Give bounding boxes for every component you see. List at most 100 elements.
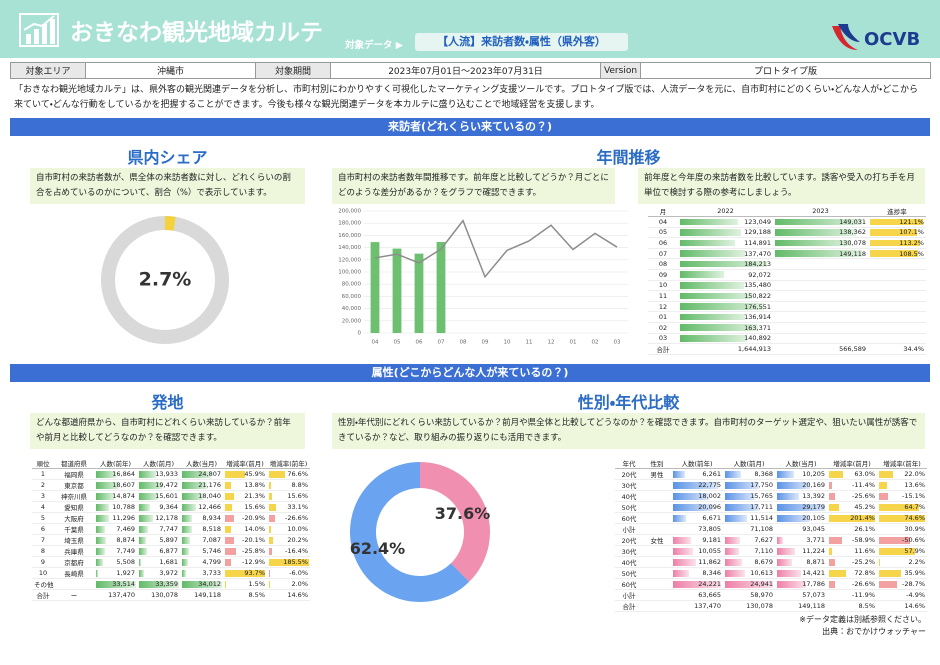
cell-text: 07 (658, 249, 668, 258)
table-cell: 合計 (615, 600, 643, 612)
cell-bar (879, 536, 911, 544)
cell-text: 22.0% (904, 470, 925, 478)
table-cell: 19,472 (137, 479, 180, 491)
cell-text: 08 (658, 260, 668, 269)
cell-text: 8 (40, 547, 46, 555)
table-row: 04 123,049 149,031 121.1% (648, 216, 926, 228)
origin-table: 順位 都道府県 人数(前年) 人数(前月) 人数(当月) 増減率(前月) 増減率(前年) 1 福… (32, 458, 310, 601)
cell-text: 130,078 (746, 602, 773, 610)
table-cell: 176,551 (678, 301, 773, 313)
y-tick-label: 100,000 (338, 270, 361, 276)
cell-text: -25.2% (852, 558, 875, 566)
cell-bar (777, 580, 807, 588)
cell-text: 76.6% (287, 470, 308, 478)
cell-bar (680, 239, 735, 247)
cell-bar (775, 229, 857, 236)
cell-text: 13.8% (244, 481, 265, 489)
cell-bar (777, 481, 811, 489)
cell-bar (225, 569, 266, 577)
cell-bar (725, 547, 739, 555)
table-row: 20代 男性 6,261 8,368 10,205 63.0% 22.0% (615, 468, 927, 480)
cell-text: 1,644,913 (737, 345, 771, 354)
cell-text: 合計 (656, 346, 670, 355)
cell-text: 小計 (622, 592, 636, 600)
table-cell: 5,508 (94, 556, 137, 568)
table-cell: 7,469 (94, 523, 137, 535)
table-cell: 3 (32, 490, 54, 502)
cell-text: 135,480 (744, 281, 771, 290)
cell-text: 149,118 (194, 591, 221, 599)
cell-text: 123,049 (744, 217, 771, 226)
table-cell: 35.9% (877, 567, 927, 579)
cell-text: 7,747 (159, 525, 178, 533)
cell-text: 09 (658, 270, 668, 279)
cell-text: 149,118 (839, 249, 866, 258)
cell-text: 7,749 (116, 547, 135, 555)
cell-text: -12.9% (242, 558, 265, 566)
table-cell: 8,874 (94, 534, 137, 546)
cell-text: 138,362 (839, 228, 866, 237)
cell-text: 45.2% (854, 503, 875, 511)
table-row: 03 140,892 (648, 333, 926, 345)
table-cell: 男性 (643, 468, 671, 480)
table-cell: 2 (32, 479, 54, 491)
cell-text: 8,874 (116, 536, 135, 544)
table-cell: 8,679 (723, 556, 775, 568)
table-cell: 7,087 (180, 534, 223, 546)
cell-text: 93.7% (244, 569, 265, 577)
cell-text: 20.2% (287, 536, 308, 544)
table-cell: 東京都 (54, 479, 94, 491)
table-cell: 22,775 (671, 479, 723, 491)
gender-donut: 37.6% 62.4% (350, 462, 490, 602)
table-cell: 137,470 (94, 589, 137, 601)
cell-bar (777, 558, 792, 566)
cell-text: 17,786 (802, 580, 825, 588)
column-header: 増減率(前月) (223, 458, 267, 469)
cell-bar (139, 470, 156, 478)
cell-text: -20.1% (242, 536, 265, 544)
table-cell (868, 269, 926, 281)
cell-text: 18,607 (112, 481, 135, 489)
trend-chart: 0 20,000 40,000 60,000 80,000 100,000 120,000 1… (338, 209, 628, 346)
table-cell: 201.4% (827, 512, 877, 524)
cell-bar (139, 558, 141, 566)
cell-bar (269, 492, 273, 500)
table-cell (643, 545, 671, 557)
table-cell: 9 (32, 556, 54, 568)
table-cell: 8.5% (223, 589, 267, 601)
table-cell: 合計 (648, 343, 678, 356)
donut-label: 62.4% (350, 539, 406, 558)
table-row: 60代 24,221 24,941 17,786 -26.6% -28.7% (615, 578, 927, 590)
cell-text: 140,892 (744, 334, 771, 343)
table-cell: 64.7% (877, 501, 927, 513)
cell-text: 14.6% (904, 602, 925, 610)
table-cell: 7,749 (94, 545, 137, 557)
cell-bar (269, 558, 309, 566)
x-tick-label: 08 (460, 340, 467, 346)
table-cell (773, 311, 868, 323)
table-cell (773, 258, 868, 270)
table-cell: 14,421 (775, 567, 827, 579)
cell-text: 15.6% (287, 492, 308, 500)
cell-text: -26.6% (852, 580, 875, 588)
cell-text: 4,799 (202, 558, 221, 566)
cell-text: 185.5% (283, 558, 308, 566)
cell-text: 02 (658, 323, 668, 332)
info-row: 対象エリア 沖縄市 対象期間 2023年07月01日～2023年07月31日 V… (10, 62, 931, 79)
cell-text: 10 (38, 569, 48, 577)
table-cell: 21,176 (180, 479, 223, 491)
column-header: 人数(前年) (671, 458, 723, 469)
table-cell: 7,627 (723, 534, 775, 546)
table-cell: 7 (32, 534, 54, 546)
table-cell (643, 578, 671, 590)
column-header: 性別 (643, 458, 671, 469)
table-cell: 107.1% (868, 227, 926, 239)
table-cell: 6,671 (671, 512, 723, 524)
cell-bar (673, 481, 718, 489)
x-tick-label: 03 (614, 340, 621, 346)
y-tick-label: 40,000 (342, 306, 362, 312)
table-cell: -11.9% (827, 589, 877, 601)
table-cell: 11 (648, 290, 678, 302)
cell-text: -20.9% (242, 514, 265, 522)
